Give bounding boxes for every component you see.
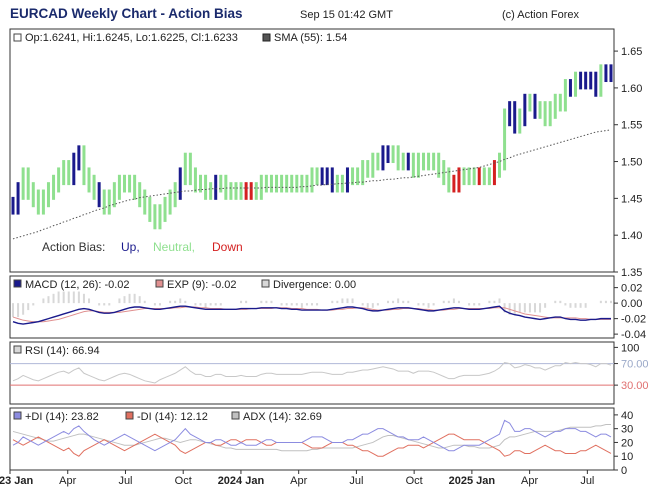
bias-legend-up: Up, xyxy=(121,240,140,254)
pdi-line xyxy=(12,419,612,452)
macd-legend-swatch xyxy=(155,279,164,288)
adx-line xyxy=(12,424,611,452)
dmi-legend-swatch xyxy=(231,411,240,420)
ohlc-legend-swatch xyxy=(13,33,22,42)
rsi-ytick-label: 100 xyxy=(621,342,639,354)
macd-frame xyxy=(9,275,615,339)
dmi-legend-label: -DI (14): 12.12 xyxy=(137,411,208,423)
bias-legend-title: Action Bias: xyxy=(42,240,105,254)
xtick-label: Jul xyxy=(118,475,132,487)
dmi-frame xyxy=(9,407,615,471)
xtick-label: Oct xyxy=(175,475,192,487)
dmi-ytick-label: 10 xyxy=(621,451,633,463)
price-ytick-label: 1.45 xyxy=(621,193,642,205)
xtick-label: 2023 Jan xyxy=(0,475,34,487)
price-ytick-label: 1.65 xyxy=(621,46,642,58)
rsi-ytick-label: 70.00 xyxy=(621,359,649,371)
macd-ytick-label: -0.02 xyxy=(621,314,646,326)
macd-legend-label: EXP (9): -0.02 xyxy=(167,279,237,291)
macd-legend-swatch xyxy=(261,279,270,288)
macd-legend-label: Divergence: 0.00 xyxy=(273,279,356,291)
rsi-panel: 100 70.00 30.00 RSI (14): 66.94 xyxy=(9,341,649,405)
macd-ytick-label: 0.00 xyxy=(621,298,642,310)
copyright: (c) Action Forex xyxy=(502,9,580,21)
xtick-label: 2025 Jan xyxy=(449,475,496,487)
macd-ytick-label: -0.04 xyxy=(621,329,646,341)
rsi-legend-swatch xyxy=(13,345,22,354)
macd-line xyxy=(12,305,611,325)
dmi-ytick-label: 40 xyxy=(621,410,633,422)
price-ytick-label: 1.35 xyxy=(621,267,642,279)
rsi-ytick-label: 30.00 xyxy=(621,380,649,392)
dmi-legend-label: +DI (14): 23.82 xyxy=(25,411,99,423)
chart-title: EURCAD Weekly Chart - Action Bias xyxy=(10,6,243,21)
x-axis: 2023 Jan Apr Jul Oct 2024 Jan Apr Jul Oct 2025 J… xyxy=(0,470,594,487)
xtick-label: 2024 Jan xyxy=(218,475,265,487)
macd-legend-label: MACD (12, 26): -0.02 xyxy=(25,279,130,291)
mdi-line xyxy=(12,433,612,457)
sma-label: SMA (55): 1.54 xyxy=(274,32,347,44)
dmi-legend-swatch xyxy=(13,411,22,420)
macd-panel: 0.02 0.00 -0.02 -0.04 MACD (12, 26): -0.02 EX… xyxy=(9,275,646,341)
dmi-legend-label: ADX (14): 32.69 xyxy=(243,411,322,423)
price-panel: 1.65 1.60 1.55 1.50 1.45 1.40 1.35 Op:1.6241, H… xyxy=(9,28,642,279)
dmi-ytick-label: 30 xyxy=(621,424,633,436)
xtick-label: Jul xyxy=(349,475,363,487)
rsi-frame xyxy=(9,341,615,405)
rsi-line xyxy=(12,361,612,384)
dmi-ytick-label: 20 xyxy=(621,437,633,449)
price-ytick-label: 1.40 xyxy=(621,230,642,242)
ohlc-label: Op:1.6241, Hi:1.6245, Lo:1.6225, Cl:1.62… xyxy=(25,32,238,44)
rsi-legend-label: RSI (14): 66.94 xyxy=(25,345,100,357)
timestamp: Sep 15 01:42 GMT xyxy=(300,9,393,21)
dmi-legend-swatch xyxy=(125,411,134,420)
xtick-label: Oct xyxy=(406,475,423,487)
xtick-label: Apr xyxy=(290,475,307,487)
xtick-label: Apr xyxy=(521,475,538,487)
exp-line xyxy=(12,306,611,323)
xtick-label: Jul xyxy=(580,475,594,487)
bias-legend-neutral: Neutral, xyxy=(153,240,195,254)
sma-line xyxy=(12,129,612,240)
macd-legend-swatch xyxy=(13,279,22,288)
dmi-ytick-label: 0 xyxy=(621,465,627,477)
price-ytick-label: 1.50 xyxy=(621,157,642,169)
macd-ytick-label: 0.02 xyxy=(621,283,642,295)
bias-legend-down: Down xyxy=(212,240,243,254)
price-ytick-label: 1.55 xyxy=(621,120,642,132)
xtick-label: Apr xyxy=(59,475,76,487)
price-ytick-label: 1.60 xyxy=(621,83,642,95)
price-frame xyxy=(9,28,615,273)
sma-legend-swatch xyxy=(262,33,271,42)
